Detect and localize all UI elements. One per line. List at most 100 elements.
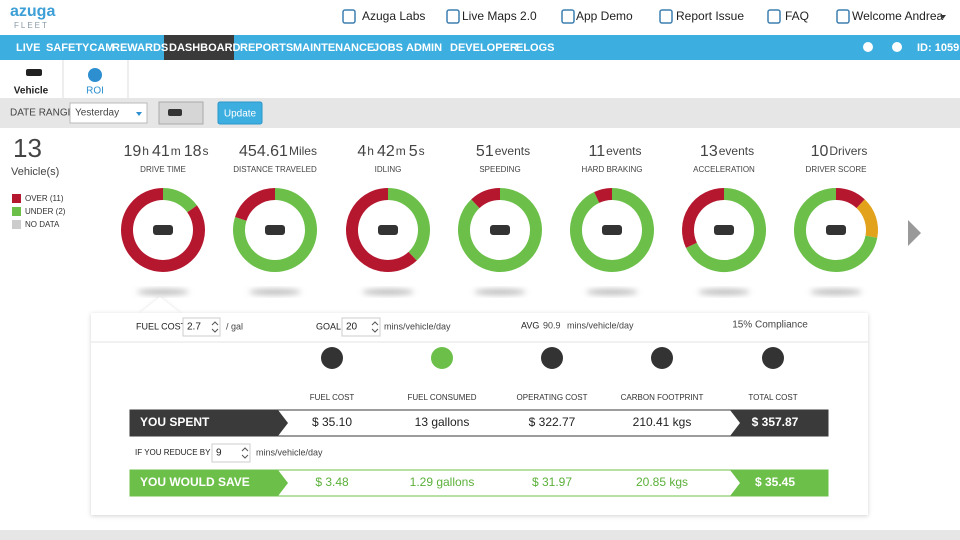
roi-unit: / gal (226, 321, 243, 331)
tab[interactable]: ROI (86, 86, 104, 97)
metric-unit: events (495, 144, 530, 158)
legend-swatch (12, 194, 21, 203)
metric-icon (602, 225, 622, 235)
row-label-bg (130, 410, 288, 436)
input-value: 9 (216, 448, 222, 459)
update-button[interactable] (217, 101, 263, 125)
number-input[interactable] (211, 443, 251, 463)
row-value: 210.41 kgs (633, 415, 692, 429)
metric-value: 10Drivers (811, 143, 868, 160)
vehicle-label: Vehicle(s) (11, 166, 59, 178)
header-link[interactable]: FAQ (785, 9, 809, 23)
ring-segment (458, 188, 542, 272)
spinner (211, 321, 219, 333)
legend-swatch (12, 220, 21, 229)
column-icon (321, 347, 343, 369)
ring-segment (856, 199, 878, 238)
roi-value: 90.9 (543, 320, 561, 330)
roi-label: FUEL COST (136, 321, 187, 331)
column-icon (431, 347, 453, 369)
row-label: YOU WOULD SAVE (140, 475, 250, 489)
header-link[interactable]: Report Issue (676, 9, 744, 23)
chat-icon (892, 42, 902, 52)
roi-unit: mins/vehicle/day (567, 320, 634, 330)
logo[interactable]: azuga (10, 3, 55, 20)
nav-item[interactable]: JOBS (373, 42, 403, 54)
metric-label: ACCELERATION (693, 165, 755, 174)
row-value: $ 3.48 (315, 475, 349, 489)
input-value: 2.7 (187, 322, 201, 333)
ring-segment (835, 188, 865, 209)
link-icon (446, 9, 460, 24)
metric-icon (490, 225, 510, 235)
filter-label: DATE RANGE: (10, 108, 77, 119)
metric-value: 454.61Miles (239, 143, 317, 160)
row-value: $ 357.87 (752, 415, 799, 429)
nav-item[interactable]: REWARDS (112, 42, 168, 54)
link-icon (767, 9, 781, 24)
row-value: $ 31.97 (532, 475, 572, 489)
metric-unit: Miles (289, 144, 317, 158)
column-header: OPERATING COST (517, 393, 588, 402)
metric-unit: events (606, 144, 641, 158)
metric-shadow (698, 289, 750, 295)
nav-active (164, 35, 234, 60)
roi-label: AVG (521, 320, 539, 330)
ring-segment (387, 188, 430, 261)
nav-item[interactable]: MAINTENANCE (293, 42, 374, 54)
number-input[interactable] (182, 317, 221, 337)
row-value: $ 35.45 (755, 475, 795, 489)
legend-label: NO DATA (25, 220, 60, 229)
metric-label: DRIVER SCORE (806, 165, 867, 174)
row-value: 13 gallons (415, 415, 470, 429)
number-input[interactable] (341, 317, 381, 337)
metric-unit: m (171, 144, 181, 158)
header-link[interactable]: Live Maps 2.0 (462, 9, 537, 23)
column-icon (651, 347, 673, 369)
header-link[interactable]: App Demo (576, 9, 633, 23)
metric-number: 13 (700, 143, 718, 160)
nav-item[interactable]: SAFETYCAM (46, 42, 114, 54)
spinner (371, 321, 379, 333)
metric-number: 11 (589, 143, 606, 160)
dropdown-caret (940, 15, 946, 19)
legend-label: UNDER (2) (25, 207, 66, 216)
ring-segment (570, 188, 654, 272)
nav-item[interactable]: ADMIN (406, 42, 442, 54)
range-select[interactable] (69, 102, 148, 124)
metric-unit: s (203, 144, 209, 158)
ring-segment (794, 188, 878, 272)
metric-number: 51 (476, 143, 494, 160)
roi-label: IF YOU REDUCE BY (135, 448, 211, 457)
metric-number: 4 (357, 143, 366, 160)
legend-label: OVER (11) (25, 194, 64, 203)
metric-label: DISTANCE TRAVELED (233, 165, 317, 174)
metric-shadow (810, 289, 862, 295)
metric-number: 454.61 (239, 143, 288, 160)
ring-segment (233, 188, 317, 272)
nav-item[interactable]: DASHBOARD (169, 42, 241, 54)
metric-number: 41 (152, 143, 170, 160)
nav-item[interactable]: REPORTS (240, 42, 293, 54)
column-header: CARBON FOOTPRINT (621, 393, 704, 402)
logo-sub: FLEET (14, 21, 49, 30)
nav-item[interactable]: ELOGS (516, 42, 555, 54)
spinner (241, 447, 249, 459)
metric-number: 18 (184, 143, 202, 160)
update-label[interactable]: Update (224, 109, 257, 120)
next-arrow[interactable] (908, 220, 921, 246)
ring-segment (162, 188, 197, 213)
panel-pointer (140, 297, 180, 313)
row-total-bg (730, 470, 828, 496)
footer-strip (0, 530, 960, 540)
ring-segment (682, 188, 725, 248)
tab[interactable]: Vehicle (14, 86, 49, 97)
range-value: Yesterday (75, 108, 119, 119)
header-link[interactable]: Welcome Andrea (852, 9, 943, 23)
nav-item[interactable]: DEVELOPER (450, 42, 518, 54)
nav-item[interactable]: LIVE (16, 42, 40, 54)
metric-number: 42 (377, 143, 395, 160)
car-icon (26, 69, 42, 76)
header-link[interactable]: Azuga Labs (362, 9, 425, 23)
